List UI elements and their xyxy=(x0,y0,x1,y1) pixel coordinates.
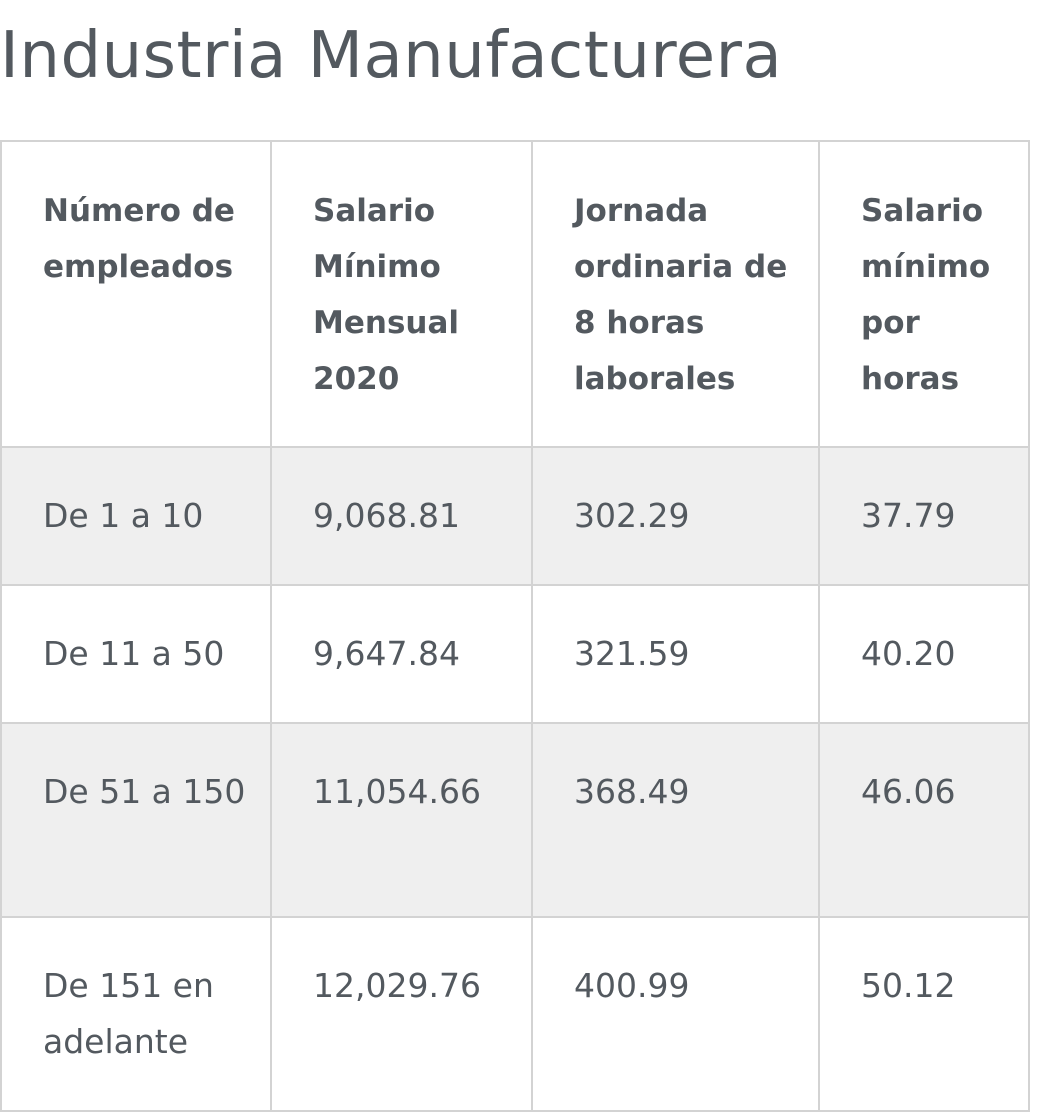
table-header-row: Número de empleados Salario Mínimo Mensu… xyxy=(0,140,1030,448)
cell-salario-hora: 50.12 xyxy=(818,916,1030,1112)
table-row: De 1 a 10 9,068.81 302.29 37.79 xyxy=(0,446,1030,586)
header-numero-de-empleados: Número de empleados xyxy=(0,140,272,448)
page-title: Industria Manufacturera xyxy=(0,19,783,93)
cell-jornada: 368.49 xyxy=(531,722,820,918)
table-row: De 11 a 50 9,647.84 321.59 40.20 xyxy=(0,584,1030,724)
cell-empleados: De 51 a 150 xyxy=(0,722,272,918)
cell-jornada: 400.99 xyxy=(531,916,820,1112)
cell-salario-mensual: 9,068.81 xyxy=(270,446,533,586)
cell-jornada: 302.29 xyxy=(531,446,820,586)
salary-table: Número de empleados Salario Mínimo Mensu… xyxy=(0,140,1030,1112)
cell-jornada: 321.59 xyxy=(531,584,820,724)
cell-salario-mensual: 11,054.66 xyxy=(270,722,533,918)
cell-empleados: De 151 en adelante xyxy=(0,916,272,1112)
header-salario-por-horas: Salario mínimo por horas xyxy=(818,140,1030,448)
cell-salario-mensual: 9,647.84 xyxy=(270,584,533,724)
cell-salario-hora: 40.20 xyxy=(818,584,1030,724)
header-jornada-ordinaria: Jornada ordinaria de 8 horas laborales xyxy=(531,140,820,448)
cell-salario-mensual: 12,029.76 xyxy=(270,916,533,1112)
table-row: De 151 en adelante 12,029.76 400.99 50.1… xyxy=(0,916,1030,1112)
cell-salario-hora: 37.79 xyxy=(818,446,1030,586)
cell-salario-hora: 46.06 xyxy=(818,722,1030,918)
cell-empleados: De 1 a 10 xyxy=(0,446,272,586)
header-salario-minimo-mensual: Salario Mínimo Mensual 2020 xyxy=(270,140,533,448)
cell-empleados: De 11 a 50 xyxy=(0,584,272,724)
table-row: De 51 a 150 11,054.66 368.49 46.06 xyxy=(0,722,1030,918)
